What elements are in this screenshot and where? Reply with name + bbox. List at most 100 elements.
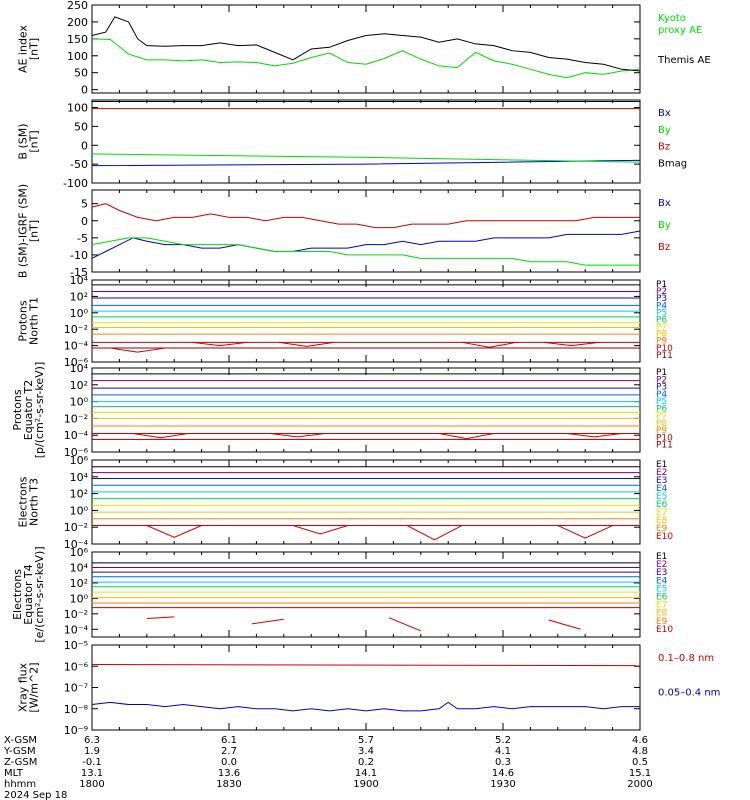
- legend-entry: E6: [656, 593, 668, 603]
- y-tick-label: 10⁻²: [64, 521, 88, 534]
- legend-entry: P4: [656, 390, 667, 400]
- legend-entry: P9: [656, 337, 667, 347]
- legend-entry: By: [658, 125, 671, 136]
- x-axis-value: 1930: [490, 779, 515, 790]
- panel-3: [91, 189, 641, 273]
- x-axis-value: 0.3: [495, 757, 511, 768]
- channel-dip: [110, 347, 166, 353]
- channel-dip: [461, 341, 517, 348]
- y-tick-label: 10⁻⁷: [64, 682, 88, 695]
- y-tick-label: 10⁻²: [64, 608, 88, 621]
- channel-dip: [146, 525, 202, 538]
- legend-entry: Kyoto: [658, 13, 686, 24]
- legend-entry: P1: [656, 368, 667, 378]
- legend-entry: P6: [656, 404, 667, 414]
- x-axis-value: 14.1: [355, 768, 377, 779]
- panel-1: [91, 4, 641, 94]
- x-axis-value: 1800: [79, 779, 104, 790]
- legend-entry: P11: [656, 351, 673, 361]
- legend-entry: Bx: [658, 108, 671, 119]
- x-axis-value: 2.7: [221, 746, 237, 757]
- y-tick-label: 200: [67, 16, 88, 29]
- series-line-by: [91, 153, 641, 163]
- channel-dip: [557, 525, 613, 539]
- series-line-themis-ae: [91, 16, 641, 72]
- legend-entry: P3: [656, 294, 667, 304]
- y-axis-label: North T1: [28, 297, 41, 345]
- y-tick-label: -5: [77, 232, 88, 245]
- y-tick-label: 0: [81, 215, 88, 228]
- channel-dip: [270, 433, 325, 438]
- panel-4: [91, 279, 641, 363]
- legend-entry: E10: [656, 532, 673, 542]
- series-line-0.05–0.4-nm: [91, 701, 640, 712]
- legend-entry: E8: [656, 609, 668, 619]
- y-tick-label: 10⁻⁸: [64, 703, 89, 716]
- x-axis-row-label: Y-GSM: [3, 746, 36, 757]
- panel-2: [91, 99, 641, 184]
- panel-frame: [91, 99, 641, 184]
- y-axis-label: Electrons: [11, 569, 24, 620]
- y-axis-label: B (SM): [17, 123, 30, 159]
- legend-entry: P9: [656, 426, 667, 436]
- y-axis-label: [nT]: [28, 220, 41, 242]
- x-axis-value: -0.1: [82, 757, 102, 768]
- y-tick-label: 10⁻⁴: [64, 429, 89, 442]
- panel-frame: [91, 4, 641, 94]
- x-axis-value: 4.8: [632, 746, 648, 757]
- y-tick-label: 10⁴: [70, 274, 89, 287]
- legend-entry: E9: [656, 617, 668, 627]
- legend-entry: Bmag: [658, 158, 687, 169]
- channel-dip: [133, 433, 188, 439]
- y-axis-label: [e/(cm²-s-sr-keV)]: [33, 546, 46, 642]
- y-axis-label: [W/m^2]: [28, 662, 41, 712]
- y-axis-label: Protons: [17, 300, 30, 341]
- y-tick-label: 0: [81, 139, 88, 152]
- series-line-by: [91, 237, 640, 266]
- panel-5: [91, 367, 641, 453]
- legend-entry: E9: [656, 524, 668, 534]
- legend-entry: E5: [656, 584, 667, 594]
- y-tick-label: 10⁰: [70, 504, 89, 517]
- x-axis-value: 6.3: [84, 735, 100, 746]
- y-tick-label: 10⁻⁴: [64, 623, 89, 636]
- x-axis-value: 5.2: [495, 735, 511, 746]
- panel-frame: [91, 189, 641, 273]
- series-line-bx: [91, 230, 641, 259]
- x-axis-value: 1.9: [84, 746, 100, 757]
- y-axis-label: AE index: [17, 24, 30, 73]
- legend-entry: P7: [656, 412, 667, 422]
- y-axis-label: [p/(cm²-s-sr-keV)]: [33, 362, 46, 459]
- legend-entry: E2: [656, 468, 667, 478]
- legend-entry: P8: [656, 330, 667, 340]
- legend-entry: proxy AE: [658, 25, 702, 36]
- y-axis-label: Protons: [11, 389, 24, 430]
- y-tick-label: 10⁶: [70, 454, 89, 467]
- legend-entry: E1: [656, 552, 667, 562]
- y-tick-label: 10⁻⁶: [64, 446, 89, 459]
- legend-entry: 0.05–0.4 nm: [658, 688, 720, 699]
- y-tick-label: 50: [74, 120, 88, 133]
- series-line-0.1–0.8-nm: [91, 664, 641, 667]
- y-tick-label: 10⁰: [70, 396, 89, 409]
- y-tick-label: 50: [74, 67, 88, 80]
- channel-fragment: [251, 618, 284, 625]
- y-tick-label: 10²: [70, 290, 88, 303]
- y-tick-label: 150: [67, 33, 88, 46]
- legend-entry: E6: [656, 500, 668, 510]
- legend-entry: E1: [656, 460, 667, 470]
- channel-dip: [544, 341, 599, 347]
- channel-dip: [279, 341, 335, 347]
- channel-dip: [292, 525, 348, 535]
- x-axis-value: 14.6: [492, 768, 514, 779]
- legend-entry: E7: [656, 508, 667, 518]
- legend-entry: Themis AE: [657, 55, 711, 66]
- x-axis-value: 0.5: [632, 757, 648, 768]
- y-tick-label: 250: [67, 0, 88, 12]
- legend-entry: E10: [656, 625, 673, 635]
- channel-fragment: [388, 617, 421, 632]
- x-axis-value: 5.7: [358, 735, 374, 746]
- y-axis-label: [nT]: [28, 130, 41, 152]
- legend-entry: E8: [656, 516, 668, 526]
